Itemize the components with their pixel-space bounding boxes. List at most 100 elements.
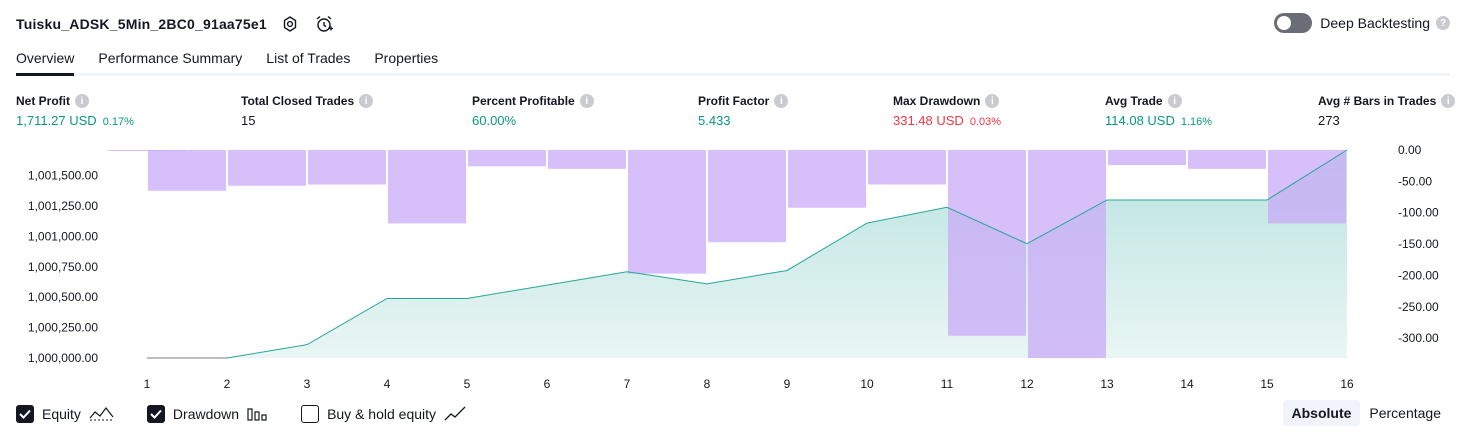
chart-legend: Equity Drawdown Buy & hold equity Absolu… [16, 400, 1451, 426]
x-axis-tick-label: 2 [224, 377, 231, 391]
x-axis-tick-label: 13 [1100, 377, 1114, 391]
metric-percent: 0.03% [969, 116, 1002, 128]
equity-checkbox[interactable] [16, 405, 34, 423]
drawdown-bar [1268, 150, 1346, 224]
x-axis-tick-label: 6 [544, 377, 551, 391]
right-axis-tick-label: 0.00 [1398, 143, 1422, 157]
equity-drawdown-chart[interactable]: 1,000,000.00 1,000,250.00 1,000,500.00 1,00… [0, 140, 1466, 395]
toggle-knob [1277, 16, 1292, 30]
metric-value: 5.433 [698, 113, 731, 128]
metric-percent: 1.16% [1180, 116, 1213, 128]
tab-overview[interactable]: Overview [16, 44, 75, 76]
metric-percent: 0.17% [102, 116, 134, 128]
right-axis-tick-label: -250.00 [1398, 300, 1439, 314]
info-icon[interactable]: i [1167, 94, 1182, 108]
metric-value: 331.48 USD [893, 113, 964, 128]
drawdown-bar [708, 150, 786, 243]
tab-bar: Overview Performance Summary List of Tra… [16, 44, 1450, 76]
settings-icon[interactable] [279, 13, 301, 35]
display-mode-switch: Absolute Percentage [1282, 400, 1451, 426]
x-axis-tick-label: 11 [941, 377, 954, 391]
right-axis-tick-label: -300.00 [1398, 331, 1439, 345]
x-axis-tick-label: 5 [464, 377, 471, 391]
mode-percentage[interactable]: Percentage [1369, 405, 1441, 421]
legend-equity[interactable]: Equity [16, 405, 115, 423]
info-icon[interactable]: i [75, 94, 89, 108]
drawdown-bar [1188, 150, 1266, 169]
metric-label: Avg # Bars in Trades [1318, 94, 1437, 108]
drawdown-bar [308, 150, 386, 185]
right-axis-tick-label: -150.00 [1398, 237, 1439, 251]
help-icon[interactable]: ? [1436, 16, 1450, 30]
x-axis: 1 2 3 4 5 6 7 8 9 10 11 12 13 14 15 16 [144, 377, 1354, 391]
alarm-add-icon[interactable] [313, 13, 335, 35]
metric-avg-trade: Avg Trade i 114.08 USD 1.16% [1105, 94, 1212, 128]
metric-value: 60.00% [472, 113, 517, 128]
drawdown-bar [1028, 150, 1106, 358]
drawdown-checkbox[interactable] [146, 405, 165, 423]
info-icon[interactable]: i [985, 94, 1000, 108]
x-axis-tick-label: 4 [384, 377, 391, 391]
legend-drawdown[interactable]: Drawdown [146, 405, 269, 423]
left-axis: 1,000,000.00 1,000,250.00 1,000,500.00 1,00… [28, 169, 98, 365]
header: Tuisku_ADSK_5Min_2BC0_91aa75e1 Deep Back… [16, 10, 1450, 38]
left-axis-tick-label: 1,000,500.00 [28, 290, 98, 304]
metric-value: 15 [241, 113, 256, 128]
deep-backtesting-label: Deep Backtesting [1320, 15, 1430, 31]
drawdown-bar [948, 150, 1026, 336]
strategy-name: Tuisku_ADSK_5Min_2BC0_91aa75e1 [16, 16, 267, 32]
buy-hold-checkbox[interactable] [301, 405, 320, 423]
metric-label: Avg Trade [1105, 94, 1163, 108]
drawdown-bar [868, 150, 946, 185]
right-axis-tick-label: -200.00 [1398, 268, 1439, 282]
info-icon[interactable]: i [774, 94, 789, 108]
metric-avg-bars: Avg # Bars in Trades i 273 [1318, 94, 1456, 128]
info-icon[interactable]: i [359, 94, 374, 108]
x-axis-tick-label: 7 [624, 377, 631, 391]
metric-label: Total Closed Trades [241, 94, 355, 108]
x-axis-tick-label: 8 [704, 377, 711, 391]
metric-label: Profit Factor [698, 94, 770, 108]
x-axis-tick-label: 15 [1260, 377, 1274, 391]
drawdown-bar [1108, 150, 1186, 166]
x-axis-tick-label: 1 [144, 377, 151, 391]
x-axis-tick-label: 9 [784, 377, 791, 391]
drawdown-bar [228, 150, 306, 186]
drawdown-bar [548, 150, 626, 169]
info-icon[interactable]: i [579, 94, 594, 108]
metric-profit-factor: Profit Factor i 5.433 [698, 94, 789, 128]
tab-list-of-trades[interactable]: List of Trades [266, 50, 351, 66]
metric-percent-profitable: Percent Profitable i 60.00% [472, 94, 594, 128]
x-axis-tick-label: 3 [304, 377, 311, 391]
left-axis-tick-label: 1,000,000.00 [28, 351, 98, 365]
metric-label: Percent Profitable [472, 94, 575, 108]
metric-label: Max Drawdown [893, 94, 981, 108]
equity-line [146, 149, 1348, 359]
metric-value: 273 [1318, 113, 1340, 128]
legend-label: Buy & hold equity [327, 406, 437, 422]
left-axis-tick-label: 1,000,750.00 [28, 260, 98, 274]
metric-net-profit: Net Profit i 1,711.27 USD 0.17% [16, 94, 134, 128]
mode-absolute[interactable]: Absolute [1282, 400, 1361, 426]
left-axis-tick-label: 1,001,000.00 [28, 229, 98, 243]
drawdown-bars [108, 150, 1346, 358]
right-axis-tick-label: -100.00 [1398, 206, 1439, 220]
metric-value: 114.08 USD [1105, 113, 1175, 128]
metric-max-drawdown: Max Drawdown i 331.48 USD 0.03% [893, 94, 1001, 128]
deep-backtesting-toggle[interactable] [1274, 13, 1313, 33]
metric-label: Net Profit [16, 94, 70, 108]
legend-buy-hold[interactable]: Buy & hold equity [301, 405, 466, 423]
x-axis-tick-label: 12 [1020, 377, 1034, 391]
drawdown-bars-icon [247, 406, 269, 422]
x-axis-tick-label: 16 [1340, 377, 1354, 391]
legend-label: Drawdown [172, 406, 240, 422]
tab-performance-summary[interactable]: Performance Summary [98, 50, 243, 66]
info-icon[interactable]: i [1441, 94, 1456, 108]
tab-properties[interactable]: Properties [374, 50, 439, 66]
x-axis-tick-label: 14 [1180, 377, 1194, 391]
metrics-row: Net Profit i 1,711.27 USD 0.17% Total Clos… [16, 94, 1456, 134]
drawdown-bar [468, 150, 546, 167]
drawdown-bar [628, 150, 706, 274]
drawdown-bar [148, 150, 226, 191]
trend-line-icon [444, 406, 466, 422]
